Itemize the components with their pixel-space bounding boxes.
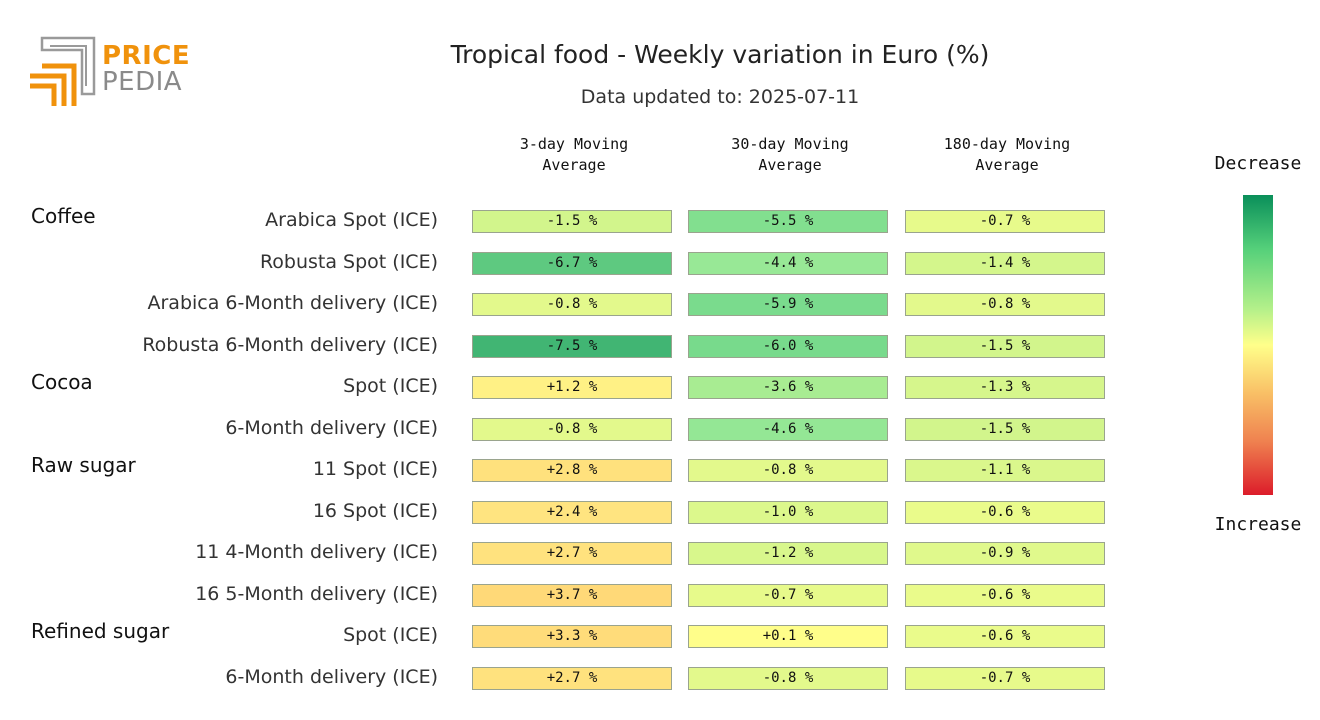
legend-increase-label: Increase: [1214, 514, 1302, 535]
group-label: Refined sugar: [31, 619, 170, 643]
heatmap-cell: +2.4 %: [472, 500, 672, 524]
heatmap-cell: -5.5 %: [688, 210, 888, 233]
group-label: Raw sugar: [31, 453, 136, 477]
pricepedia-logo: PRICE PEDIA: [30, 36, 188, 106]
heatmap-cell: -0.7 %: [688, 583, 888, 607]
row-label: 16 5-Month delivery (ICE): [195, 582, 438, 605]
row-label: Arabica 6-Month delivery (ICE): [147, 292, 439, 314]
row-label: 11 4-Month delivery (ICE): [195, 541, 438, 563]
row-label: 11 Spot (ICE): [312, 458, 438, 480]
group-label: Cocoa: [31, 370, 93, 394]
heatmap-cell: -0.8 %: [472, 293, 672, 316]
row-label: Robusta 6-Month delivery (ICE): [142, 333, 438, 356]
row-label: Arabica Spot (ICE): [265, 209, 438, 231]
group-label: Coffee: [31, 204, 96, 228]
heatmap-cell: -6.0 %: [688, 334, 888, 358]
heatmap-cell: -1.4 %: [905, 251, 1105, 275]
heatmap-cell: +3.7 %: [472, 583, 672, 607]
heatmap-cell: -6.7 %: [472, 251, 672, 275]
heatmap-cell: -0.7 %: [905, 210, 1105, 233]
logo-text-price: PRICE: [102, 41, 188, 71]
heatmap-cell: -1.0 %: [688, 500, 888, 524]
legend-decrease-label: Decrease: [1214, 153, 1302, 174]
heatmap-cell: -1.5 %: [905, 417, 1105, 441]
heatmap-cell: -1.5 %: [905, 334, 1105, 358]
heatmap-cell: -4.4 %: [688, 251, 888, 275]
heatmap-cell: -7.5 %: [472, 334, 672, 358]
row-label: 6-Month delivery (ICE): [225, 416, 438, 439]
heatmap-cell: +0.1 %: [688, 625, 888, 648]
row-label: Spot (ICE): [343, 624, 438, 646]
column-header: 30-day Moving Average: [731, 135, 849, 174]
column-header: 180-day Moving Average: [943, 135, 1071, 174]
heatmap-cell: -0.6 %: [905, 625, 1105, 648]
heatmap-cell: -1.5 %: [472, 210, 672, 233]
row-label: 6-Month delivery (ICE): [225, 665, 438, 688]
heatmap-cell: +1.2 %: [472, 376, 672, 399]
column-header: 3-day Moving Average: [519, 135, 629, 174]
heatmap-cell: -1.3 %: [905, 376, 1105, 399]
logo-mark-icon: [30, 36, 96, 106]
heatmap-cell: -0.6 %: [905, 583, 1105, 607]
heatmap-cell: -0.7 %: [905, 666, 1105, 690]
row-label: Spot (ICE): [343, 375, 438, 397]
heatmap-cell: +2.7 %: [472, 666, 672, 690]
heatmap-cell: +2.7 %: [472, 542, 672, 565]
heatmap-cell: -0.9 %: [905, 542, 1105, 565]
heatmap-cell: -0.8 %: [688, 666, 888, 690]
row-label: Robusta Spot (ICE): [259, 250, 438, 273]
heatmap-cell: -1.1 %: [905, 459, 1105, 482]
heatmap-cell: +2.8 %: [472, 459, 672, 482]
heatmap-cell: -4.6 %: [688, 417, 888, 441]
heatmap-cell: -3.6 %: [688, 376, 888, 399]
heatmap-cell: -0.8 %: [472, 417, 672, 441]
heatmap-cell: -0.8 %: [905, 293, 1105, 316]
logo-text-pedia: PEDIA: [102, 67, 182, 97]
heatmap-cell: -1.2 %: [688, 542, 888, 565]
heatmap-cell: +3.3 %: [472, 625, 672, 648]
chart-title: Tropical food - Weekly variation in Euro…: [450, 40, 990, 69]
heatmap-cell: -0.8 %: [688, 459, 888, 482]
heatmap-cell: -0.6 %: [905, 500, 1105, 524]
color-scale-bar: [1243, 195, 1273, 495]
row-label: 16 Spot (ICE): [312, 499, 438, 522]
heatmap-cell: -5.9 %: [688, 293, 888, 316]
chart-subtitle: Data updated to: 2025-07-11: [580, 86, 860, 108]
